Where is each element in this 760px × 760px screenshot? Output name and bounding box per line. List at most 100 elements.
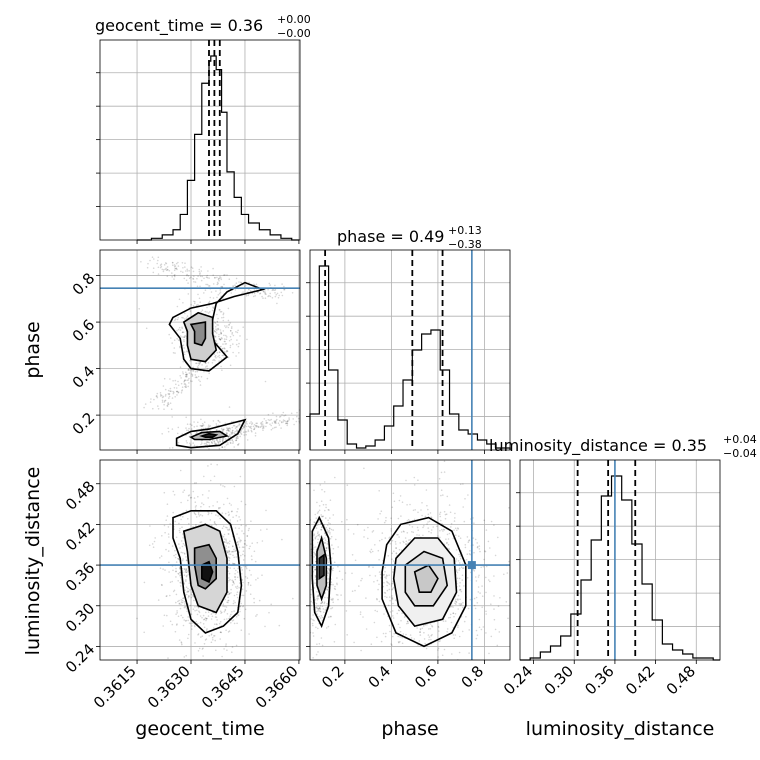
sample-point [276,418,278,421]
sample-point [161,394,163,397]
sample-point [143,631,145,634]
sample-point [319,607,321,610]
sample-point [195,524,197,526]
sample-point [229,428,232,430]
sample-point [288,418,291,421]
sample-point [329,615,332,618]
sample-point [231,432,234,435]
sample-point [479,550,481,553]
sample-point [188,382,190,384]
sample-point [177,441,180,444]
sample-point [192,490,195,493]
sample-point [187,570,189,572]
sample-point [173,274,176,277]
sample-point [182,491,184,493]
sample-point [429,628,432,630]
sample-point [317,627,319,630]
sample-point [227,442,229,444]
sample-point [187,368,190,371]
sample-point [194,609,196,612]
sample-point [207,270,209,272]
sample-point [188,277,191,280]
sample-point [186,423,189,426]
sample-point [427,634,430,636]
sample-point [326,602,328,605]
sample-point [323,602,326,605]
sample-point [200,505,202,508]
sample-point [234,527,237,529]
sample-point [188,427,190,430]
sample-point [237,541,239,543]
sample-point [162,568,164,570]
sample-point [455,560,457,562]
sample-point [326,582,329,584]
sample-point [167,526,170,528]
panel-luminosity-distance-vs-geocent-time: 0.3615 0.3630 0.3645 0.36600.240.300.360.42… [62,459,302,712]
sample-point [248,281,250,284]
sample-point [201,648,204,650]
sample-point [163,524,166,527]
sample-point [450,605,453,608]
sample-point [373,581,375,583]
sample-point [430,516,433,518]
sample-point [265,422,268,425]
sample-point [188,270,190,272]
sample-point [179,581,181,584]
sample-point [228,528,231,530]
sample-point [190,593,193,596]
sample-point [263,427,265,429]
sample-point [201,502,203,504]
sample-point [160,555,163,557]
sample-point [256,613,258,616]
sample-point [329,537,332,540]
sample-point [227,533,230,535]
sample-point [442,494,444,496]
sample-point [222,440,224,442]
sample-point [325,506,327,509]
sample-point [293,423,295,426]
sample-point [168,333,170,336]
sample-point [232,581,235,583]
sample-point [326,588,329,591]
sample-point [439,515,442,518]
sample-point [238,424,240,427]
sample-point [194,508,197,511]
sample-point [208,635,210,637]
sample-point [388,624,391,627]
sample-point [189,589,191,591]
sample-point [231,426,234,429]
sample-point [220,332,222,335]
sample-point [245,544,248,547]
sample-point [464,546,467,549]
sample-point [178,522,180,525]
sample-point [413,518,416,521]
sample-point [370,548,373,551]
sample-point [241,546,244,548]
sample-point [216,439,219,442]
sample-point [215,616,218,618]
sample-point [232,551,234,553]
sample-point [243,555,246,557]
sample-point [328,567,330,570]
sample-point [431,625,433,627]
sample-point [232,441,234,443]
sample-point [229,335,232,338]
sample-point [270,418,273,421]
sample-point [185,608,188,610]
sample-point [156,392,159,395]
sample-point [260,424,263,426]
sample-point [317,541,319,544]
sample-point [445,538,447,540]
sample-point [327,508,330,511]
sample-point [253,289,256,291]
sample-point [235,343,238,346]
sample-point [238,281,240,283]
sample-point [225,643,227,645]
sample-point [223,338,226,340]
sample-point [218,447,221,450]
sample-point [281,414,283,416]
sample-point [234,578,237,581]
sample-point [208,372,210,375]
sample-point [395,547,398,549]
sample-point [147,262,149,265]
